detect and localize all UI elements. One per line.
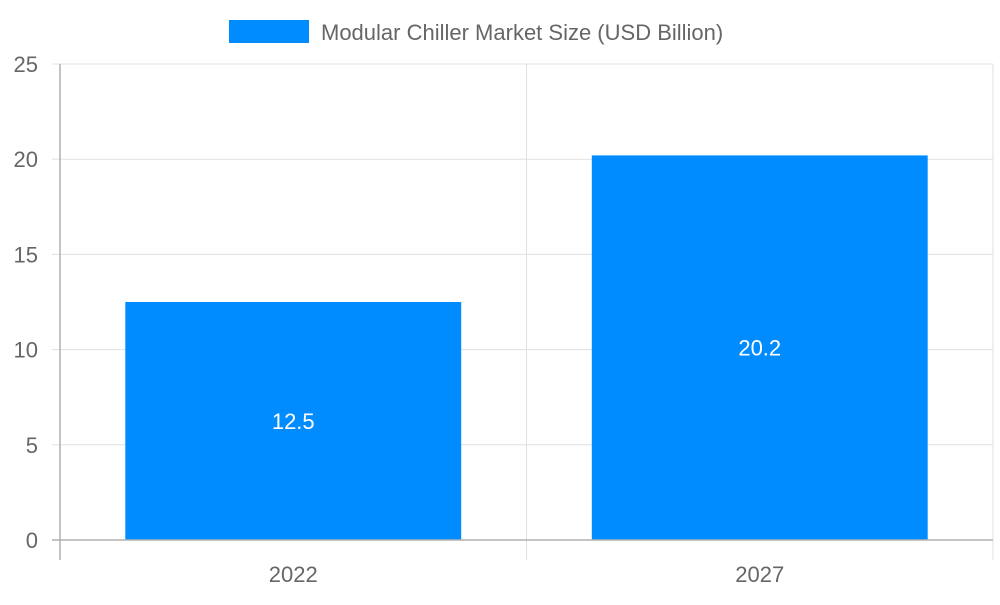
data-label: 12.5 bbox=[272, 409, 315, 434]
y-tick-label: 15 bbox=[14, 242, 38, 267]
y-tick-label: 0 bbox=[26, 528, 38, 553]
legend: Modular Chiller Market Size (USD Billion… bbox=[229, 20, 723, 45]
y-tick-label: 5 bbox=[26, 433, 38, 458]
data-labels: 12.5 20.2 bbox=[272, 336, 781, 434]
bar bbox=[125, 302, 462, 540]
bars bbox=[125, 155, 928, 540]
y-tick-label: 20 bbox=[14, 147, 38, 172]
legend-label: Modular Chiller Market Size (USD Billion… bbox=[321, 20, 723, 45]
x-tick-label: 2027 bbox=[735, 562, 784, 587]
axes bbox=[52, 64, 993, 560]
tick-labels: 0 5 10 15 20 25 2022 2027 bbox=[14, 52, 785, 587]
y-tick-label: 25 bbox=[14, 52, 38, 77]
data-label: 20.2 bbox=[738, 336, 781, 361]
x-tick-label: 2022 bbox=[269, 562, 318, 587]
bar bbox=[591, 155, 928, 540]
legend-swatch bbox=[229, 20, 309, 43]
y-tick-label: 10 bbox=[14, 338, 38, 363]
